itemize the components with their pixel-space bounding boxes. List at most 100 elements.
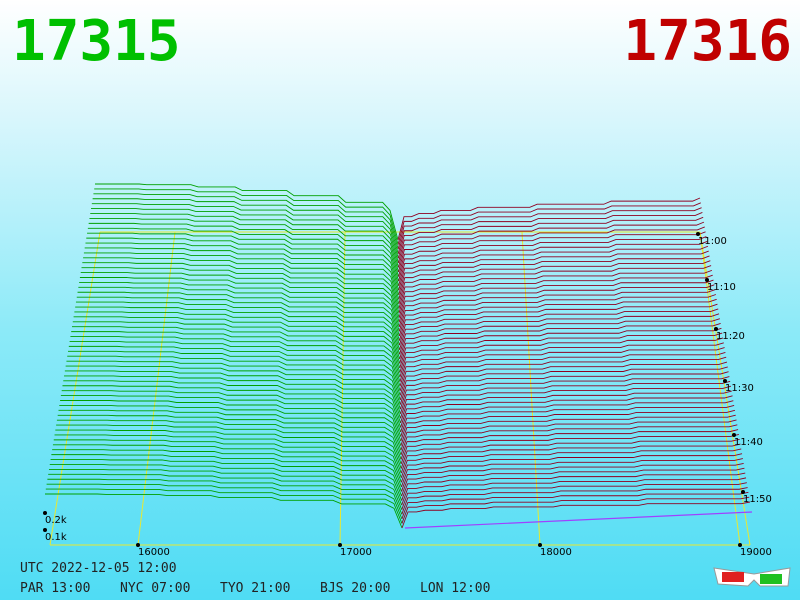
ask-curve [399, 347, 725, 382]
ask-curve [397, 212, 703, 254]
bid-curve [62, 385, 402, 428]
ask-curve [401, 462, 744, 492]
ask-curve [398, 289, 716, 327]
bid-curve [51, 454, 402, 492]
bid-curve [82, 262, 400, 314]
ask-curve [401, 496, 750, 524]
ask-curve [401, 472, 746, 501]
bid-curve [88, 222, 399, 277]
bid-curve [84, 247, 400, 300]
time-tick [723, 379, 727, 383]
ask-curve [400, 414, 736, 446]
glasses-green-lens [760, 574, 782, 584]
bid-curve [72, 321, 401, 369]
ask-curve [399, 371, 729, 405]
bid-curve [81, 267, 400, 318]
ask-curve [397, 202, 701, 245]
depth-tick [43, 511, 47, 515]
bid-curve [83, 257, 400, 309]
bid-curve [86, 237, 400, 291]
bid-curve [90, 213, 399, 268]
bid-curve [87, 232, 400, 286]
ask-curve [397, 221, 705, 263]
bid-curve [83, 252, 400, 305]
ask-curve [397, 216, 704, 259]
city-clock: PAR 13:00 [20, 581, 90, 596]
ask-curve [397, 226, 705, 268]
bid-curve [55, 429, 402, 469]
ask-curve [400, 400, 734, 433]
ask-curve [399, 327, 722, 364]
ask-curve [398, 294, 717, 332]
ask-curve [401, 491, 749, 520]
price-grid-line [137, 231, 176, 546]
ask-curve [399, 342, 724, 378]
city-clock: LON 12:00 [420, 581, 490, 596]
price-tick [538, 543, 542, 547]
time-tick [741, 490, 745, 494]
ask-curve [398, 236, 707, 277]
ask-curve [398, 245, 709, 286]
latest-ask-line [404, 511, 753, 529]
bid-curve [85, 242, 400, 295]
bid-curve [45, 493, 403, 529]
bid-curve [71, 331, 401, 378]
bid-curve [59, 404, 402, 446]
ask-curve [399, 337, 724, 373]
ask-curve [398, 279, 714, 318]
time-label: 11:40 [734, 437, 763, 448]
city-clock: TYO 21:00 [220, 581, 290, 596]
bid-curve [63, 380, 401, 424]
bid-curve [91, 203, 399, 259]
ask-curve [401, 467, 745, 497]
depth-label: 0.2k [45, 515, 67, 526]
bid-curve [57, 414, 402, 456]
bid-curve [77, 291, 400, 341]
ask-curve [398, 265, 712, 305]
ask-curve [401, 477, 747, 506]
time-tick [705, 278, 709, 282]
bid-curve [64, 375, 401, 419]
ask-curve [401, 482, 747, 510]
ask-curve [400, 443, 741, 474]
bid-curve [61, 390, 402, 433]
ask-curve [400, 438, 740, 469]
3d-glasses-icon[interactable] [713, 567, 791, 587]
ask-curve [401, 458, 743, 488]
bid-curve [75, 306, 401, 355]
ask-curve [398, 260, 711, 300]
ask-curve [398, 231, 706, 273]
bid-price: 17315 [12, 9, 181, 74]
ask-curve [399, 308, 719, 346]
ask-curve [400, 390, 732, 423]
ask-curve [398, 274, 713, 314]
city-clock: NYC 07:00 [120, 581, 190, 596]
bid-curve [95, 183, 399, 241]
ask-curve [399, 332, 723, 369]
ask-curve [399, 361, 728, 396]
bid-curve [94, 188, 399, 245]
utc-clock: UTC 2022-12-05 12:00 [20, 561, 177, 576]
time-tick [732, 433, 736, 437]
bid-curve [50, 459, 402, 497]
time-label: 11:00 [698, 236, 727, 247]
ask-curve [400, 424, 738, 455]
ask-curve [398, 255, 710, 295]
time-label: 11:30 [725, 383, 754, 394]
ask-curve [398, 241, 708, 282]
ask-curve [400, 385, 732, 419]
ask-curve [399, 351, 726, 387]
bid-curve [53, 439, 402, 478]
ask-curve [399, 318, 720, 355]
price-label: 19000 [740, 547, 772, 558]
bid-curve [73, 316, 401, 364]
bid-curve [93, 193, 399, 250]
bid-curve [91, 208, 399, 263]
axis-labels: 16000 17000 18000 19000 11:00 11:10 11:20 11:30… [43, 232, 772, 558]
ask-curve [398, 269, 713, 309]
bid-curve [58, 409, 402, 451]
bid-curve [87, 227, 400, 282]
bid-curve [75, 301, 400, 350]
time-tick [714, 327, 718, 331]
